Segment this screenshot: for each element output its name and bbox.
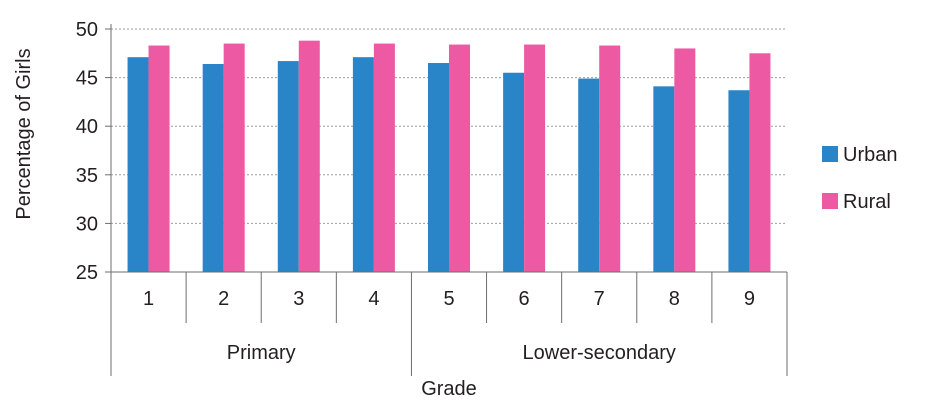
x-category-label: 6 xyxy=(519,288,530,310)
y-tick-label: 50 xyxy=(76,19,98,41)
y-axis-title: Percentage of Girls xyxy=(13,48,35,219)
bar-urban-9 xyxy=(728,90,750,273)
y-tick-label: 35 xyxy=(76,165,98,187)
x-category-label: 5 xyxy=(443,288,454,310)
bar-rural-9 xyxy=(749,53,771,272)
legend: Urban Rural xyxy=(822,144,897,213)
bar-rural-2 xyxy=(223,43,245,272)
legend-swatch-urban xyxy=(822,146,838,162)
bar-urban-5 xyxy=(428,63,449,272)
legend-label-urban: Urban xyxy=(843,144,897,166)
y-tick-label: 40 xyxy=(76,116,98,138)
x-category-labels: 1 2 3 4 5 6 7 8 9 xyxy=(143,288,755,310)
bar-urban-4 xyxy=(352,57,374,272)
legend-label-rural: Rural xyxy=(843,191,891,213)
bar-rural-8 xyxy=(674,48,696,272)
x-group-labels: Primary Lower-secondary xyxy=(227,342,676,364)
bar-urban-2 xyxy=(202,63,224,272)
axes xyxy=(105,24,788,376)
bars xyxy=(127,40,771,273)
x-category-label: 9 xyxy=(744,288,755,310)
y-tick-label: 25 xyxy=(76,262,98,284)
x-category-label: 1 xyxy=(143,288,154,310)
x-category-label: 3 xyxy=(293,288,304,310)
x-category-label: 2 xyxy=(218,288,229,310)
x-category-label: 7 xyxy=(594,288,605,310)
y-tick-label: 30 xyxy=(76,213,98,235)
bar-urban-1 xyxy=(127,57,149,272)
legend-swatch-rural xyxy=(822,193,838,209)
bar-urban-6 xyxy=(503,72,525,273)
x-category-label: 8 xyxy=(669,288,680,310)
bar-rural-7 xyxy=(599,45,621,272)
bar-urban-3 xyxy=(277,61,299,272)
bar-rural-3 xyxy=(298,40,320,272)
bar-urban-7 xyxy=(578,78,600,273)
bar-rural-6 xyxy=(524,44,546,272)
x-group-label: Lower-secondary xyxy=(523,342,676,364)
bar-rural-4 xyxy=(373,43,395,272)
x-axis-title: Grade xyxy=(421,378,477,400)
y-tick-labels: 25 30 35 40 45 50 xyxy=(76,19,98,284)
x-category-label: 4 xyxy=(368,288,379,310)
bar-urban-8 xyxy=(653,86,675,273)
y-tick-label: 45 xyxy=(76,68,98,90)
x-group-label: Primary xyxy=(227,342,296,364)
bar-rural-5 xyxy=(449,44,470,272)
bar-rural-1 xyxy=(148,45,170,272)
